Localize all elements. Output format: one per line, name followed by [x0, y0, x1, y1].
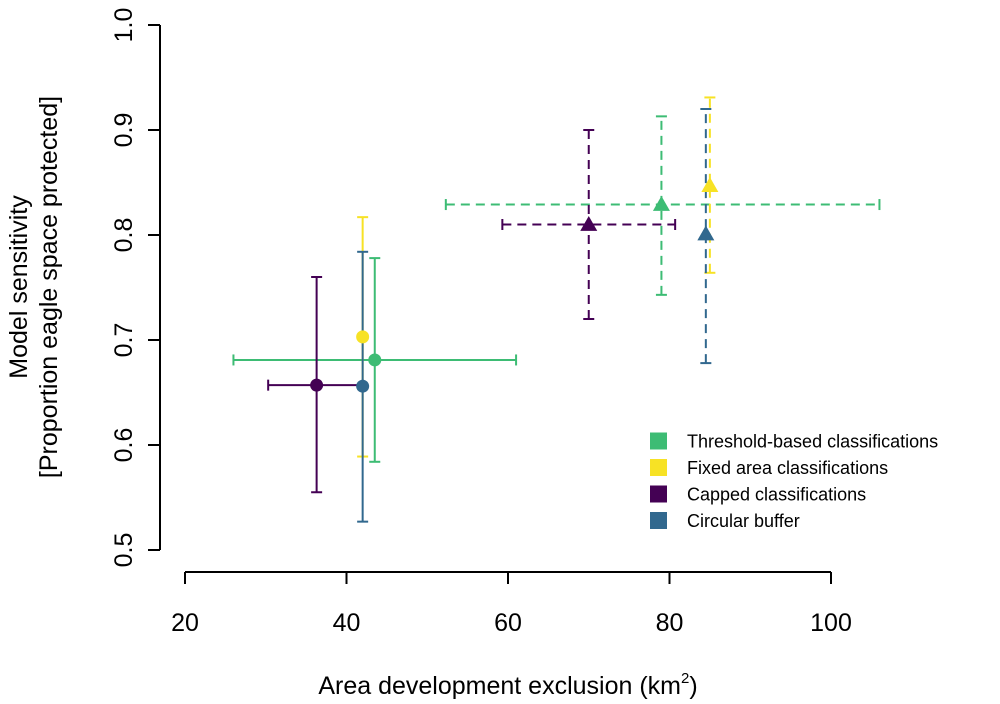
- x-axis-title: Area development exclusion (km2): [318, 670, 697, 700]
- y-axis-title-line2: [Proportion eagle space protected]: [35, 96, 63, 478]
- legend: Threshold-based classifications Fixed are…: [650, 432, 938, 531]
- axes: 20 40 60 80 100 0.5 0.6 0.7 0.8 0.9 1.0: [110, 8, 852, 637]
- x-tick-label: 20: [171, 609, 199, 637]
- legend-swatch: [650, 432, 667, 450]
- y-axis-title-line1: Model sensitivity: [5, 195, 33, 379]
- y-tick-label: 0.9: [110, 113, 138, 148]
- legend-label: Fixed area classifications: [687, 458, 888, 478]
- x-tick-label: 40: [333, 609, 361, 637]
- triangle-point: [652, 196, 670, 211]
- legend-label: Circular buffer: [687, 511, 800, 531]
- x-tick-label: 80: [656, 609, 684, 637]
- circle-point: [310, 378, 324, 392]
- legend-swatch: [650, 485, 667, 503]
- data-points: [310, 177, 719, 393]
- y-tick-label: 1.0: [110, 8, 138, 43]
- triangle-point: [701, 177, 719, 193]
- triangle-point: [697, 225, 715, 241]
- y-tick-label: 0.7: [110, 323, 138, 358]
- legend-label: Threshold-based classifications: [687, 432, 938, 452]
- y-tick-label: 0.5: [110, 533, 138, 568]
- legend-swatch: [650, 459, 667, 476]
- legend-label: Capped classifications: [687, 485, 866, 505]
- x-tick-label: 100: [810, 609, 852, 637]
- circle-point: [356, 379, 370, 393]
- circle-point: [368, 353, 382, 367]
- triangle-point: [580, 216, 598, 231]
- legend-swatch: [650, 512, 667, 529]
- y-tick-label: 0.8: [110, 218, 138, 253]
- y-tick-label: 0.6: [110, 428, 138, 463]
- x-tick-label: 60: [494, 609, 522, 637]
- circle-point: [356, 330, 370, 344]
